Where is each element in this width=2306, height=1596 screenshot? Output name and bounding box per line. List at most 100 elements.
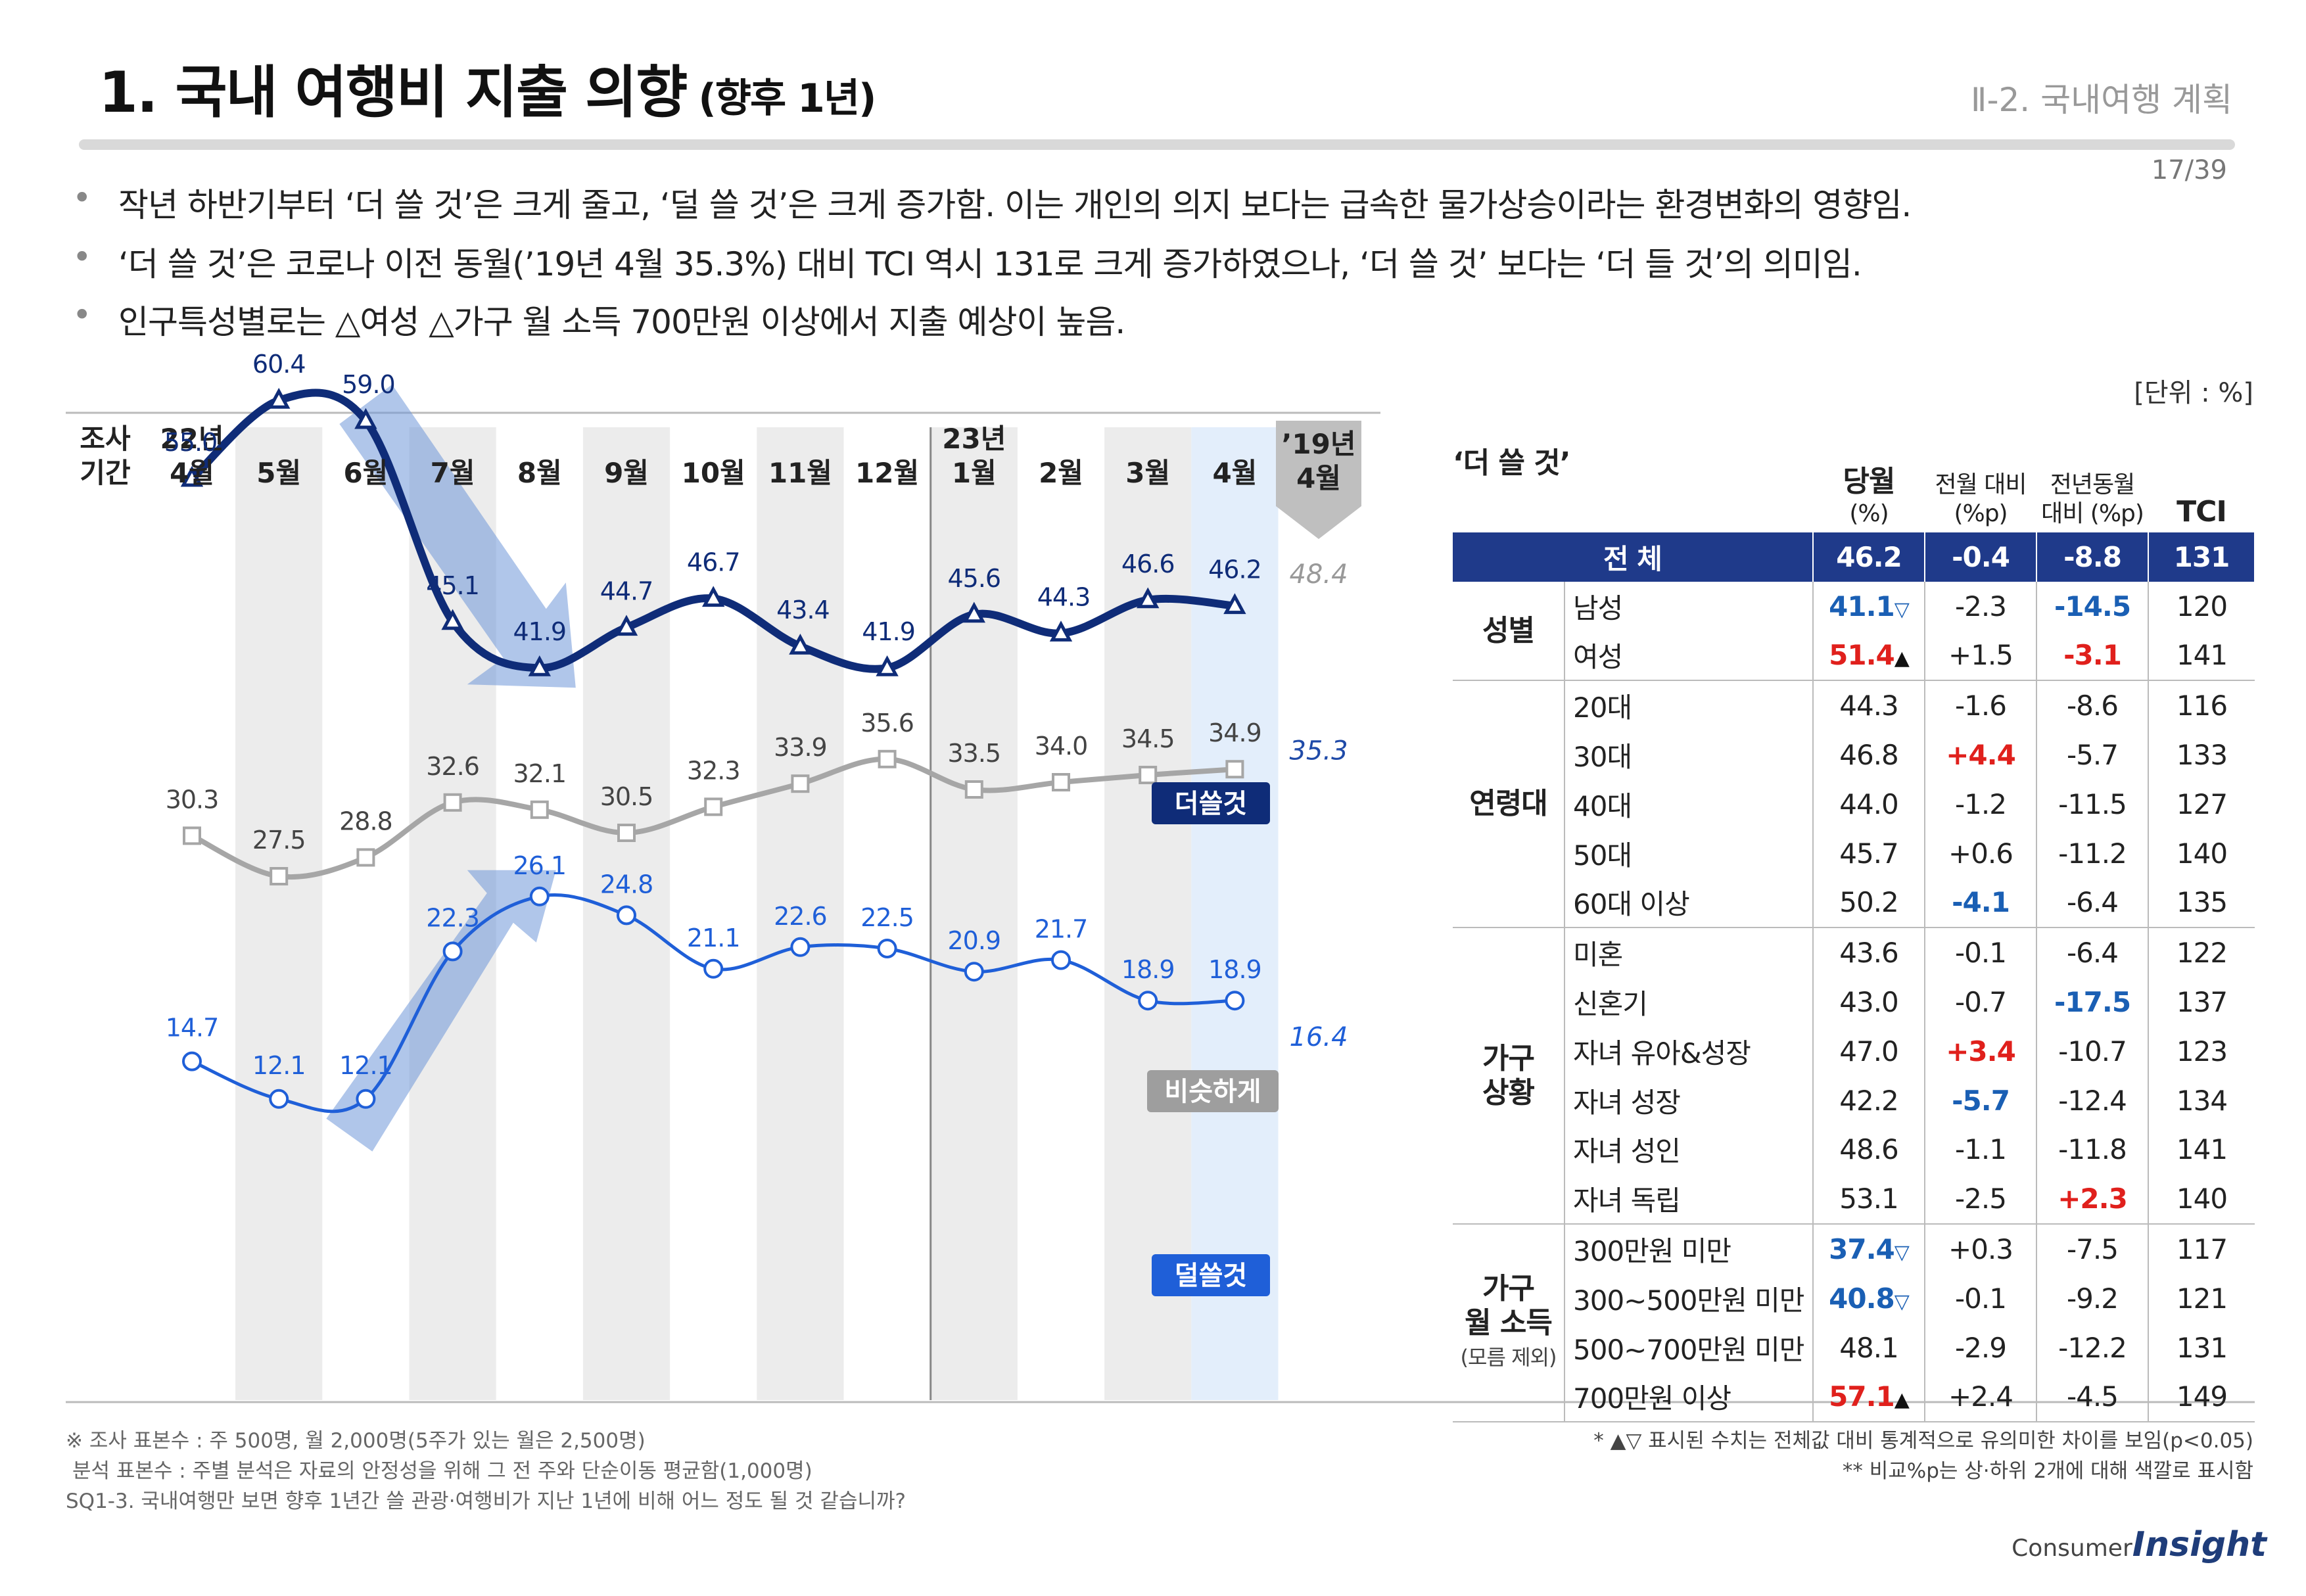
row-value: 120 [2148, 581, 2255, 631]
data-label: 21.1 [687, 924, 740, 952]
data-point [877, 939, 897, 958]
x-tick-label: 1월 [952, 457, 997, 489]
row-value: +0.6 [1924, 828, 2037, 878]
data-label: 32.3 [687, 756, 740, 785]
legend-label: 덜쓸것 [1175, 1261, 1247, 1291]
data-point [1138, 991, 1158, 1011]
significance-mark: ▽ [1894, 1241, 1910, 1265]
row-label: 자녀 유아&성장 [1563, 1026, 1814, 1076]
row-value: -2.3 [1924, 581, 2037, 631]
bullet-2: ‘더 쓸 것’은 코로나 이전 동월(’19년 4월 35.3%) 대비 TCI… [72, 238, 1862, 285]
row-value: -2.5 [1924, 1174, 2037, 1225]
up-trend-arrow [326, 870, 556, 1152]
data-point [964, 962, 984, 982]
row-value: 135 [2148, 878, 2255, 929]
value-text: 116 [2176, 690, 2228, 722]
x-tick-label: 11월 [768, 457, 832, 489]
value-text: 46.8 [1839, 739, 1899, 772]
table-row: 자녀 유아&성장 47.0 +3.4 -10.7 123 [1453, 1026, 2255, 1076]
bullet-3: 인구특성별로는 △여성 △가구 월 소득 700만원 이상에서 지출 예상이 높… [72, 296, 1125, 343]
value-text: -0.7 [1955, 986, 2007, 1019]
value-text: -12.4 [2058, 1084, 2127, 1117]
data-label: 18.9 [1121, 955, 1175, 984]
significance-mark: ▽ [1894, 1290, 1910, 1313]
row-value: -5.7 [1924, 1075, 2037, 1125]
note-2: ** 비교%p는 상·하위 2개에 대해 색깔로 표시함 [1842, 1459, 2253, 1483]
row-label: 500~700만원 미만 [1563, 1323, 1814, 1373]
row-value: 46.8 [1812, 730, 1925, 780]
row-label: 미혼 [1563, 927, 1814, 978]
data-point [1051, 950, 1071, 970]
value-text: 47.0 [1839, 1035, 1899, 1068]
value-text: 48.1 [1839, 1331, 1899, 1364]
row-value: -12.2 [2036, 1323, 2149, 1373]
reference-value: 35.3 [1289, 736, 1348, 766]
data-label: 22.6 [774, 902, 827, 931]
value-text: 37.4 [1829, 1233, 1895, 1266]
row-value: 47.0 [1812, 1026, 1925, 1076]
value-text: 141 [2176, 639, 2228, 672]
month-band [235, 427, 323, 1400]
row-value: 48.1 [1812, 1323, 1925, 1373]
value-text: 45.7 [1839, 837, 1899, 870]
row-value: 116 [2148, 680, 2255, 731]
row-value: -11.2 [2036, 828, 2149, 878]
data-point [962, 601, 985, 623]
value-text: -0.1 [1955, 937, 2007, 970]
data-point [182, 1051, 202, 1071]
data-label: 14.7 [166, 1014, 219, 1043]
value-text: +2.4 [1948, 1380, 2013, 1413]
row-value: -1.2 [1924, 779, 2037, 829]
column-header-sub: 대비 (%p) [2041, 500, 2144, 527]
reference-month: 4월 [1296, 462, 1341, 494]
data-label: 24.8 [600, 870, 653, 899]
data-label: 44.7 [600, 577, 653, 606]
reference-value: 48.4 [1289, 559, 1348, 590]
data-point [615, 615, 638, 636]
x-tick-label: 3월 [1125, 457, 1170, 489]
value-text: -6.4 [2067, 886, 2119, 919]
value-text: -5.7 [2067, 739, 2119, 772]
value-text: -1.1 [1955, 1133, 2007, 1166]
row-value: -4.1 [1924, 878, 2037, 929]
data-point [1052, 773, 1070, 791]
data-label: 34.0 [1035, 732, 1088, 761]
x-tick-label: 7월 [431, 457, 475, 489]
data-label: 35.6 [860, 709, 914, 738]
x-tick-year: 22년 [160, 423, 224, 455]
row-label: 자녀 성인 [1563, 1125, 1814, 1175]
value-text: -9.2 [2067, 1282, 2119, 1315]
data-point [1049, 621, 1073, 642]
x-tick-label: 10월 [682, 457, 745, 489]
row-label: 20대 [1563, 680, 1814, 731]
row-value: -3.1 [2036, 630, 2149, 682]
column-header-main: TCI [2177, 495, 2227, 528]
data-label: 30.3 [166, 785, 219, 814]
table-row: 가구 상황 미혼 43.6 -0.1 -6.4 122 [1453, 927, 2255, 1225]
row-value: 40.8▽ [1812, 1273, 1925, 1323]
value-text: +0.3 [1948, 1233, 2013, 1266]
more-spend-table: ‘더 쓸 것’ 당월 (%) 전월 대비 (%p) 전년동월 대비 (%p) TCI 전 체 46… [1453, 421, 2256, 1423]
value-text: +2.3 [2058, 1183, 2128, 1215]
value-text: 140 [2176, 837, 2228, 870]
value-text: -3.1 [2063, 639, 2122, 672]
row-value: 50.2 [1812, 878, 1925, 929]
row-value: 141 [2148, 630, 2255, 682]
data-point [790, 937, 811, 957]
data-point [443, 793, 462, 812]
value-text: 140 [2176, 1183, 2228, 1215]
value-text: 40.8 [1829, 1282, 1895, 1315]
group-label-line: 가구 [1482, 1271, 1535, 1305]
total-value: 46.2 [1813, 532, 1926, 582]
row-value: 117 [2148, 1224, 2255, 1274]
group-label-line: (모름 제외) [1460, 1344, 1557, 1370]
data-label: 33.9 [774, 733, 827, 762]
data-label: 41.9 [862, 617, 915, 646]
row-value: -0.1 [1924, 1273, 2037, 1323]
value-text: 133 [2176, 739, 2228, 772]
row-value: 45.7 [1812, 828, 1925, 878]
row-value: +4.4 [1924, 730, 2037, 780]
x-tick-label: 5월 [256, 457, 301, 489]
data-label: 12.1 [252, 1051, 306, 1080]
data-label: 46.6 [1121, 550, 1175, 578]
